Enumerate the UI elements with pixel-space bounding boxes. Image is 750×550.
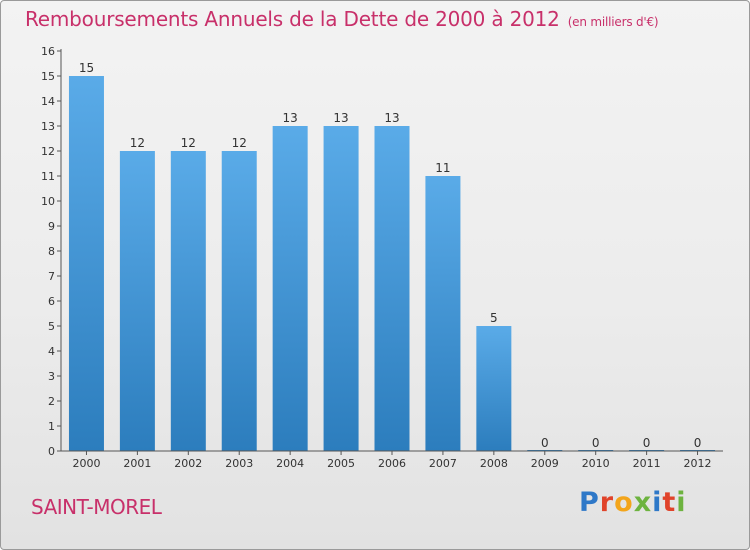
logo-letter: i: [652, 487, 663, 518]
y-tick-label: 4: [48, 345, 55, 358]
chart-title: Remboursements Annuels de la Dette de 20…: [25, 7, 659, 31]
x-tick-label: 2011: [633, 457, 661, 470]
y-tick-label: 14: [41, 95, 55, 108]
data-label-2001: 12: [130, 136, 145, 150]
x-tick-label: 2001: [123, 457, 151, 470]
y-tick-label: 2: [48, 395, 55, 408]
x-tick-label: 2009: [531, 457, 559, 470]
x-tick-label: 2005: [327, 457, 355, 470]
x-tick-label: 2000: [72, 457, 100, 470]
y-tick-label: 1: [48, 420, 55, 433]
bars-group: 15 12 12 12 13 13 13 11 5 0 0 0 0: [68, 61, 716, 451]
logo-letter: i: [676, 487, 687, 518]
bar-2000: [68, 76, 104, 451]
x-tick-label: 2002: [174, 457, 202, 470]
data-label-2010: 0: [592, 436, 600, 450]
logo-letter: P: [579, 487, 600, 518]
x-tick-label: 2008: [480, 457, 508, 470]
y-tick-label: 8: [48, 245, 55, 258]
y-tick-label: 10: [41, 195, 55, 208]
bar-2008: [476, 326, 512, 451]
logo-letter: o: [614, 487, 634, 518]
x-tick-label: 2004: [276, 457, 304, 470]
y-tick-label: 9: [48, 220, 55, 233]
logo-letter: t: [662, 487, 677, 518]
y-tick-label: 16: [41, 45, 55, 58]
bar-2006: [374, 126, 410, 451]
y-tick-label: 15: [41, 70, 55, 83]
bar-2002: [170, 151, 206, 451]
proxiti-logo[interactable]: Proxiti: [579, 487, 687, 518]
x-tick-label: 2006: [378, 457, 406, 470]
x-axis: 2000 2001 2002 2003 2004 2005 2006 2007 2008 2009…: [61, 450, 723, 470]
y-tick-label: 3: [48, 370, 55, 383]
y-tick-label: 5: [48, 320, 55, 333]
y-tick-label: 12: [41, 145, 55, 158]
data-label-2003: 12: [232, 136, 247, 150]
y-tick-label: 7: [48, 270, 55, 283]
data-label-2000: 15: [79, 61, 94, 75]
y-tick-label: 6: [48, 295, 55, 308]
y-tick-label: 13: [41, 120, 55, 133]
bar-2004: [272, 126, 308, 451]
data-label-2006: 13: [384, 111, 399, 125]
data-label-2009: 0: [541, 436, 549, 450]
place-name: SAINT-MOREL: [31, 495, 162, 519]
data-label-2002: 12: [181, 136, 196, 150]
x-tick-label: 2010: [582, 457, 610, 470]
logo-letter: x: [633, 487, 653, 518]
logo-letter: r: [599, 487, 615, 518]
data-label-2004: 13: [283, 111, 298, 125]
data-label-2008: 5: [490, 311, 498, 325]
bar-2007: [425, 176, 461, 451]
data-label-2012: 0: [694, 436, 702, 450]
x-tick-label: 2007: [429, 457, 457, 470]
y-tick-label: 0: [48, 445, 55, 458]
y-tick-label: 11: [41, 170, 55, 183]
unit-label: (en milliers d'€): [567, 15, 659, 29]
data-label-2005: 13: [333, 111, 348, 125]
data-label-2011: 0: [643, 436, 651, 450]
x-tick-label: 2012: [684, 457, 712, 470]
data-label-2007: 11: [435, 161, 450, 175]
bar-2003: [221, 151, 257, 451]
bar-2001: [119, 151, 155, 451]
x-tick-label: 2003: [225, 457, 253, 470]
title-text: Remboursements Annuels de la Dette de 20…: [25, 7, 560, 31]
bar-2005: [323, 126, 359, 451]
